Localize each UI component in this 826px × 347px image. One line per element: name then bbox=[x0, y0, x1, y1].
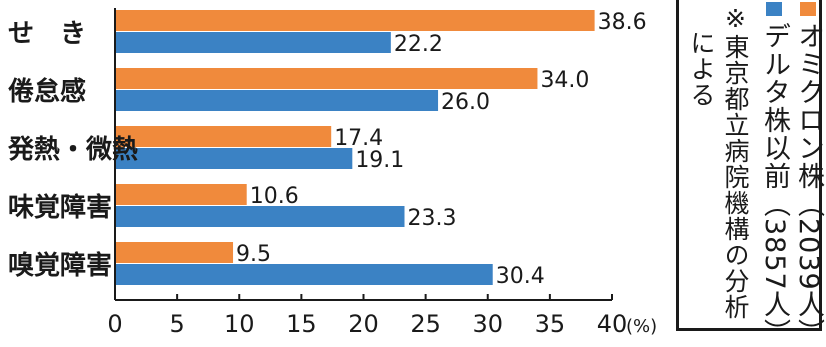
category-label: 倦怠感 bbox=[8, 76, 86, 107]
labels-group: せ き 38.6 22.2 倦怠感 34.0 26.0 発熱・微熱 17.419.1 味覚障害 1… bbox=[7, 10, 647, 289]
bar-value-label: 30.4 bbox=[496, 264, 545, 289]
bar-value-label: 38.6 bbox=[598, 10, 647, 35]
category-label: せ き bbox=[8, 19, 86, 49]
legend-swatch-omicron bbox=[800, 2, 816, 16]
bar-value-label: 10.6 bbox=[250, 184, 299, 209]
bar-omicron bbox=[115, 68, 538, 89]
x-tick-label: 25 bbox=[410, 310, 441, 336]
bar-value-label: 19.1 bbox=[355, 148, 404, 173]
x-tick-label: 5 bbox=[169, 310, 184, 336]
bar-value-label: 22.2 bbox=[394, 32, 443, 57]
bar-delta bbox=[115, 148, 353, 169]
legend: オミクロン株（2039人） デルタ株以前（3857人） ※東京都立病院機構の分析… bbox=[676, 0, 824, 347]
bar-chart: せ き 38.6 22.2 倦怠感 34.0 26.0 発熱・微熱 17.419.1 味覚障害 1… bbox=[7, 8, 657, 336]
x-ticks-group: 0 5 10 15 20 25 30 35 40(%) bbox=[107, 294, 657, 336]
bar-omicron bbox=[115, 184, 247, 205]
legend-swatch-delta bbox=[766, 2, 782, 16]
x-tick-label: 10 bbox=[224, 310, 255, 336]
x-tick-label: 20 bbox=[348, 310, 379, 336]
legend-note-2: による bbox=[687, 30, 716, 108]
bar-delta bbox=[115, 206, 405, 227]
bar-value-label: 34.0 bbox=[540, 68, 589, 93]
category-label: 味覚障害 bbox=[8, 192, 112, 223]
category-label: 発熱・微熱 bbox=[7, 134, 138, 165]
bar-value-label: 9.5 bbox=[236, 242, 271, 267]
bar-delta bbox=[115, 264, 493, 285]
bar-omicron bbox=[115, 10, 595, 31]
category-label: 嗅覚障害 bbox=[8, 250, 112, 281]
bar-value-label: 26.0 bbox=[441, 90, 490, 115]
x-tick-label: 30 bbox=[472, 310, 503, 336]
x-tick-label: 15 bbox=[286, 310, 317, 336]
bar-delta bbox=[115, 32, 391, 53]
bar-delta bbox=[115, 90, 439, 111]
bar-value-label: 23.3 bbox=[408, 206, 457, 231]
legend-label-omicron: オミクロン株（2039人） bbox=[793, 22, 824, 347]
bar-value-label: 17.4 bbox=[334, 126, 383, 151]
bar-omicron bbox=[115, 126, 332, 147]
x-tick-label: 0 bbox=[107, 310, 122, 336]
x-tick-label: 35 bbox=[535, 310, 566, 336]
legend-note: ※東京都立病院機構の分析 bbox=[721, 4, 750, 320]
x-tick-label: 40 bbox=[597, 310, 628, 336]
bar-omicron bbox=[115, 242, 234, 263]
bars-group bbox=[115, 10, 595, 285]
x-unit-label: (%) bbox=[626, 316, 657, 336]
legend-label-delta: デルタ株以前（3857人） bbox=[759, 22, 790, 347]
